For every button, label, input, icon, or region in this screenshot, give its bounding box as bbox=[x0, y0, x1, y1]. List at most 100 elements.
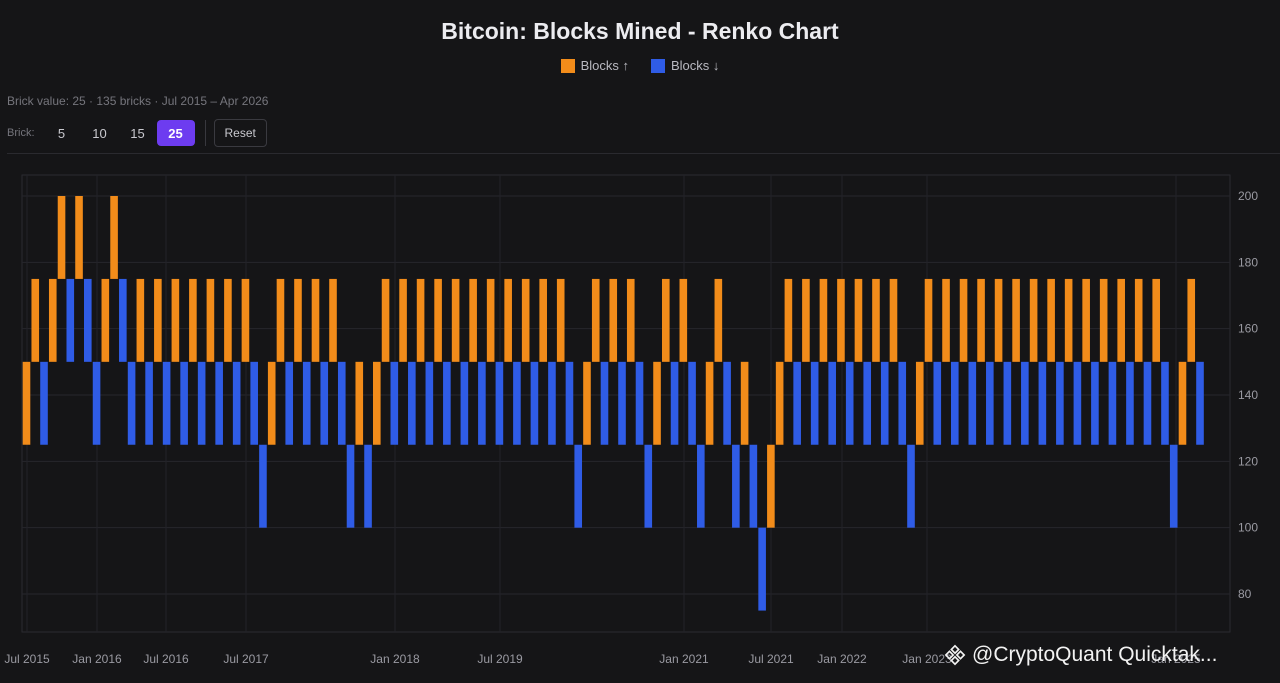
brick-up bbox=[381, 278, 390, 362]
brick-down bbox=[670, 361, 679, 445]
brick-up bbox=[626, 278, 635, 362]
brick-up bbox=[1134, 278, 1143, 362]
x-tick-label: Jul 2021 bbox=[748, 652, 794, 666]
legend-swatch-up bbox=[560, 58, 575, 73]
brick-down bbox=[337, 361, 346, 445]
brick-down bbox=[933, 361, 942, 445]
brick-down bbox=[346, 444, 355, 528]
x-tick-label: Jan 2018 bbox=[370, 652, 420, 666]
brick-up bbox=[1064, 278, 1073, 362]
brick-up bbox=[679, 278, 688, 362]
brick-up bbox=[110, 196, 118, 279]
brick-up bbox=[1029, 278, 1038, 362]
brick-down bbox=[232, 361, 241, 445]
brick-down bbox=[460, 361, 469, 445]
brick-down bbox=[215, 361, 223, 445]
x-tick-label: Jul 2017 bbox=[223, 652, 269, 666]
brick-up bbox=[661, 278, 670, 362]
brick-down bbox=[127, 361, 136, 445]
brick-up bbox=[451, 278, 460, 362]
brick-down bbox=[285, 361, 294, 445]
watermark: @CryptoQuant Quicktak... bbox=[944, 643, 1217, 667]
legend-item-down[interactable]: Blocks ↓ bbox=[651, 58, 719, 73]
legend-item-up[interactable]: Blocks ↑ bbox=[560, 58, 629, 73]
reset-button[interactable]: Reset bbox=[213, 119, 267, 147]
x-axis: Jul 2015 Jan 2016 Jul 2016 Jul 2017 Jan 2018… bbox=[4, 652, 1201, 666]
brick-up bbox=[1099, 278, 1108, 362]
x-tick-label: Jan 2021 bbox=[659, 652, 709, 666]
brick-down bbox=[162, 361, 171, 445]
y-tick-label: 100 bbox=[1238, 521, 1258, 535]
legend-label-up: Blocks ↑ bbox=[580, 58, 629, 73]
brick-down bbox=[565, 361, 574, 445]
brick-up bbox=[486, 278, 495, 362]
brick-down bbox=[697, 444, 705, 528]
brick-down bbox=[1196, 361, 1204, 445]
brick-down bbox=[66, 278, 75, 362]
brick-down bbox=[92, 361, 101, 445]
brick-down bbox=[548, 361, 556, 445]
brick-info: Brick value: 25 · 135 bricks · Jul 2015 … bbox=[7, 94, 269, 108]
x-tick-label: Jan 2016 bbox=[72, 652, 122, 666]
brick-up bbox=[609, 278, 618, 362]
brick-up bbox=[355, 361, 364, 445]
brick-option-5[interactable]: 5 bbox=[57, 125, 66, 141]
brick-up bbox=[224, 278, 232, 362]
y-tick-label: 140 bbox=[1238, 388, 1258, 402]
brick-down bbox=[390, 361, 399, 445]
legend-swatch-down bbox=[651, 58, 665, 73]
plot-frame bbox=[21, 174, 1231, 633]
brick-up bbox=[539, 278, 547, 362]
brick-down bbox=[495, 361, 504, 445]
brick-down bbox=[1143, 361, 1152, 445]
brick-down bbox=[723, 361, 731, 445]
brick-down bbox=[1161, 361, 1169, 445]
brick-up bbox=[705, 361, 714, 445]
brick-down bbox=[600, 361, 609, 445]
brick-up bbox=[294, 278, 302, 362]
brick-down bbox=[950, 361, 959, 445]
brick-up bbox=[1117, 278, 1125, 362]
chart-bricks bbox=[22, 196, 1204, 611]
x-tick-label: Jan 2025 bbox=[1151, 652, 1201, 666]
brick-up bbox=[819, 278, 828, 362]
brick-up bbox=[556, 278, 565, 362]
brick-up bbox=[959, 278, 968, 362]
brick-controls: Brick: 5 10 15 25 Reset bbox=[7, 119, 267, 147]
x-tick-label: Jan 2023 bbox=[902, 652, 952, 666]
brick-up bbox=[399, 278, 407, 362]
brick-down bbox=[644, 444, 653, 528]
brick-down bbox=[688, 361, 696, 445]
brick-down bbox=[845, 361, 854, 445]
brick-down bbox=[119, 278, 127, 362]
brick-up bbox=[75, 196, 83, 279]
brick-down bbox=[1091, 361, 1099, 445]
brick-up bbox=[57, 196, 66, 279]
brick-down bbox=[425, 361, 434, 445]
binance-logo-icon bbox=[944, 644, 966, 666]
brick-down bbox=[749, 444, 758, 528]
brick-option-15[interactable]: 15 bbox=[130, 125, 145, 141]
brick-up bbox=[241, 278, 250, 362]
brick-up bbox=[1047, 278, 1055, 362]
brick-up bbox=[48, 278, 57, 362]
brick-up bbox=[154, 278, 162, 362]
brick-option-25[interactable]: 25 bbox=[156, 120, 195, 146]
y-tick-label: 200 bbox=[1238, 189, 1258, 203]
brick-down bbox=[810, 361, 819, 445]
brick-up bbox=[889, 278, 898, 362]
brick-down bbox=[1056, 361, 1064, 445]
brick-option-10[interactable]: 10 bbox=[92, 125, 107, 141]
brick-up bbox=[521, 278, 530, 362]
x-tick-label: Jan 2022 bbox=[817, 652, 867, 666]
brick-down bbox=[1021, 361, 1029, 445]
brick-down bbox=[84, 278, 92, 362]
brick-up bbox=[22, 361, 31, 445]
brick-down bbox=[828, 361, 836, 445]
brick-down bbox=[197, 361, 206, 445]
brick-up bbox=[373, 361, 381, 445]
brick-up bbox=[1082, 278, 1090, 362]
brick-down bbox=[574, 444, 583, 528]
x-tick-label: Jul 2016 bbox=[143, 652, 189, 666]
